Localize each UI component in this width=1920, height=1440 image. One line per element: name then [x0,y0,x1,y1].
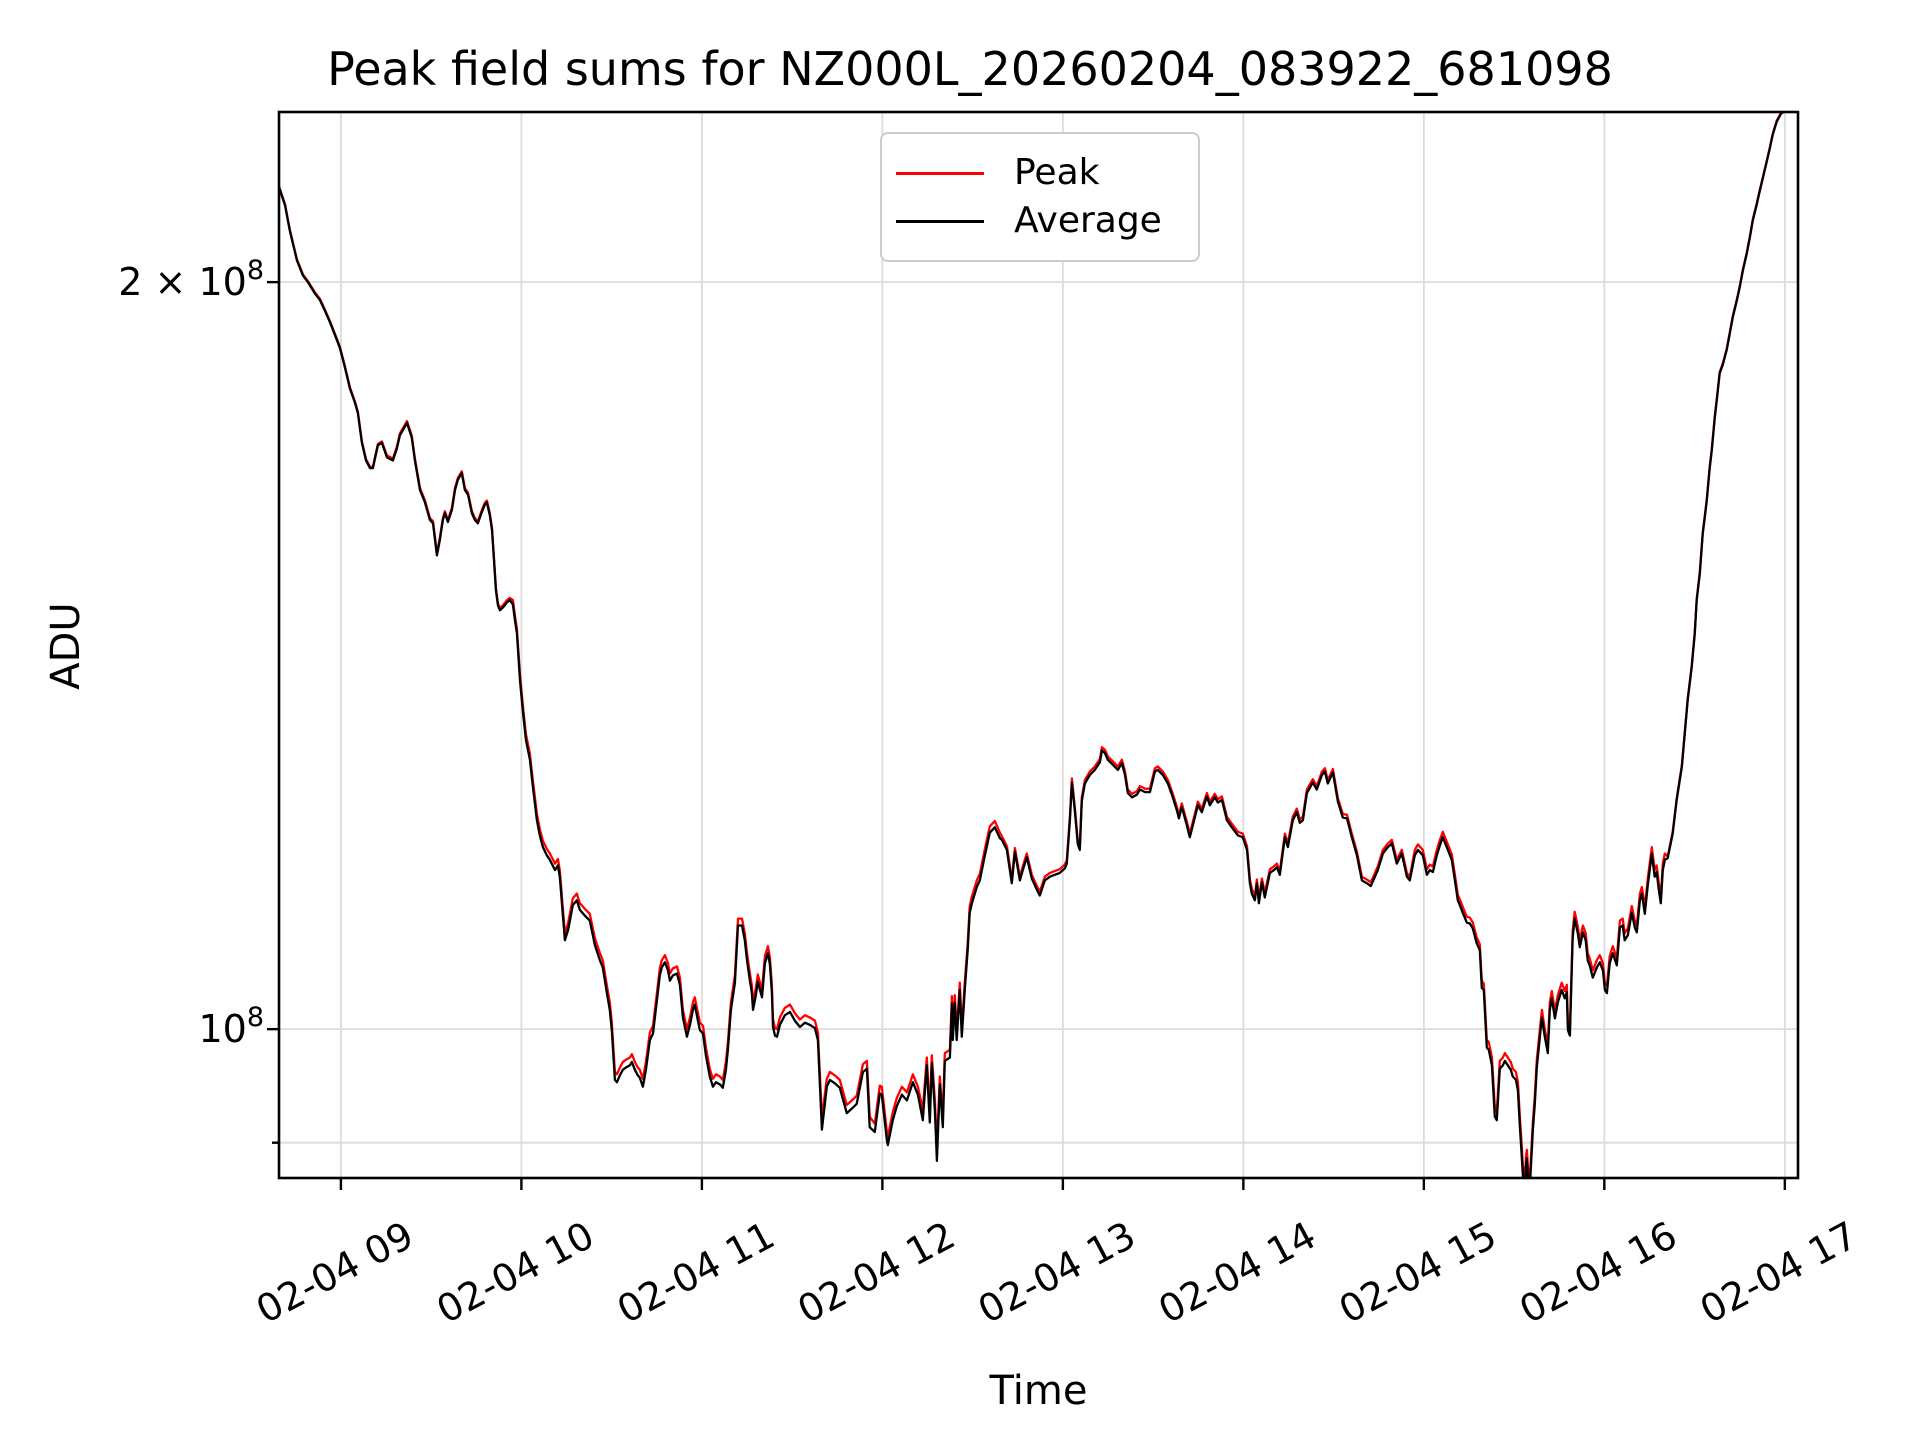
y-tick-label: 108 [198,1002,264,1051]
x-tick-label: 02-04 10 [430,1213,602,1332]
x-tick-label: 02-04 09 [249,1213,421,1332]
legend: Peak Average [880,132,1200,262]
x-tick-label: 02-04 13 [971,1213,1143,1332]
peak-line-swatch [896,171,984,175]
x-tick-label: 02-04 11 [610,1213,782,1332]
x-tick-label: 02-04 17 [1693,1213,1865,1332]
legend-entry-average: Average [896,203,1198,239]
legend-label-peak: Peak [1014,152,1100,193]
y-axis-label: ADU [43,602,89,690]
axis-tick-labels: 02-04 09 02-04 10 02-04 11 02-04 12 02-04 13… [118,255,1864,1332]
average-line-swatch [896,219,984,223]
x-tick-label: 02-04 15 [1332,1213,1504,1332]
x-tick-label: 02-04 12 [791,1213,963,1332]
series-average-line [279,112,1786,1178]
grid [279,112,1798,1178]
chart-title: Peak field sums for NZ000L_20260204_0839… [327,42,1613,96]
x-tick-label: 02-04 16 [1512,1213,1684,1332]
axis-ticks [267,280,1787,1190]
x-axis-label: Time [989,1368,1088,1414]
y-tick-label: 2 × 108 [118,255,264,304]
x-tick-label: 02-04 14 [1151,1213,1323,1332]
legend-entry-peak: Peak [896,155,1198,191]
legend-label-average: Average [1014,200,1162,241]
plot-border [277,110,1800,1180]
